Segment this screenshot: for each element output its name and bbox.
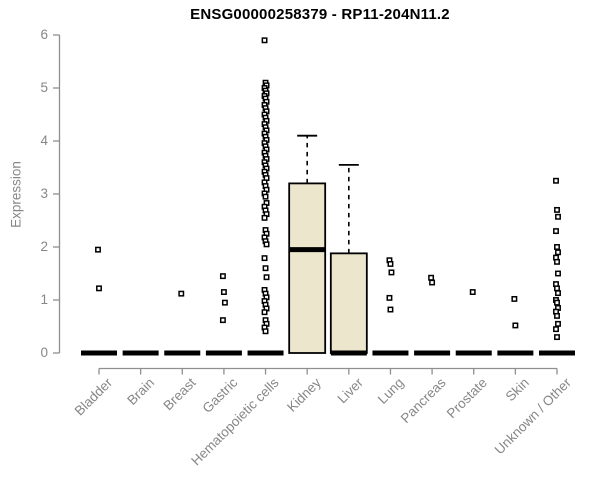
outlier-point	[263, 241, 270, 248]
outlier-point	[554, 299, 560, 306]
outlier-point	[428, 274, 435, 281]
outlier-point	[261, 214, 268, 221]
outlier-point	[429, 279, 436, 286]
y-tick-label: 5	[40, 80, 48, 95]
outlier-point	[219, 317, 226, 324]
y-tick-label: 3	[40, 186, 48, 201]
outlier-point	[220, 289, 227, 296]
outlier-point	[262, 265, 269, 272]
y-tick-label: 2	[40, 239, 48, 254]
outlier-point	[554, 258, 560, 265]
outlier-point	[554, 285, 560, 292]
outlier-point	[178, 290, 185, 297]
outlier-point	[262, 328, 269, 335]
outlier-point	[387, 306, 394, 313]
outlier-point	[553, 177, 559, 184]
outlier-point	[555, 213, 561, 220]
outlier-point	[95, 246, 101, 253]
outlier-point	[554, 334, 560, 341]
outlier-point	[388, 269, 395, 276]
outlier-point	[261, 37, 268, 44]
outlier-point	[96, 285, 102, 292]
outlier-point	[553, 326, 559, 333]
outlier-point	[554, 312, 560, 319]
outlier-point	[387, 261, 394, 267]
outlier-point	[262, 193, 269, 200]
outlier-point	[221, 299, 228, 306]
outlier-point	[555, 290, 561, 297]
box-kidney	[288, 182, 327, 354]
outlier-point	[261, 255, 268, 262]
outlier-point	[554, 206, 560, 213]
box-liver	[329, 252, 368, 354]
outlier-point	[469, 289, 476, 296]
outlier-point	[386, 294, 393, 301]
outlier-point	[512, 322, 519, 329]
y-tick-label: 6	[40, 27, 48, 42]
y-tick-label: 0	[40, 345, 48, 360]
outlier-point	[554, 244, 560, 250]
chart-title: ENSG00000258379 - RP11-204N11.2	[190, 6, 450, 23]
outlier-point	[555, 249, 561, 256]
outlier-point	[263, 274, 270, 281]
outlier-point	[261, 309, 268, 316]
outlier-point	[553, 228, 559, 235]
y-tick-label: 1	[40, 292, 48, 307]
outlier-point	[555, 320, 561, 327]
outlier-point	[555, 270, 561, 277]
outlier-point	[219, 273, 226, 280]
outlier-point	[511, 295, 518, 302]
y-tick-label: 4	[40, 133, 48, 148]
